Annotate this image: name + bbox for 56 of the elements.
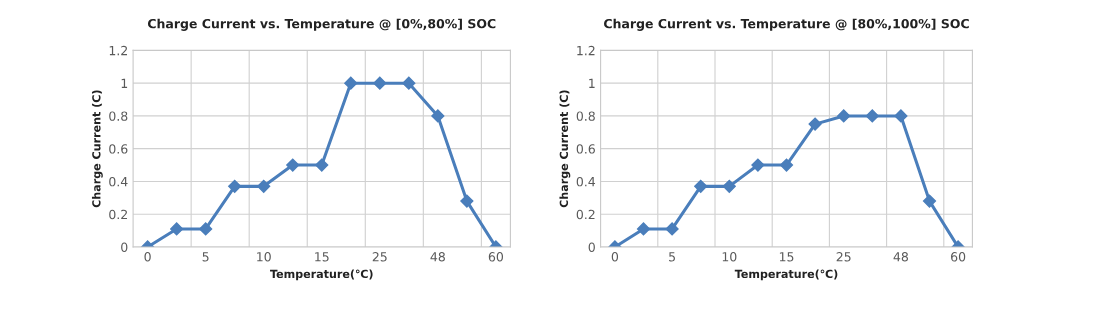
y-tick-label: 1 bbox=[121, 78, 128, 88]
point bbox=[751, 158, 765, 172]
y-tick-label: 0.2 bbox=[109, 209, 127, 220]
chart-title: Charge Current vs. Temperature @ [0%,80%] SOC bbox=[147, 18, 496, 31]
point bbox=[894, 109, 908, 123]
point bbox=[922, 194, 937, 208]
x-tick-label: 10 bbox=[722, 252, 737, 262]
x-tick-label: 25 bbox=[372, 252, 387, 262]
point bbox=[170, 222, 184, 236]
point bbox=[199, 222, 213, 236]
point bbox=[722, 179, 736, 193]
point bbox=[808, 117, 822, 131]
y-tick-label: 0 bbox=[588, 242, 595, 252]
point bbox=[344, 76, 358, 90]
x-tick-label: 10 bbox=[257, 252, 271, 262]
y-axis-title: Charge Current (C) bbox=[559, 90, 571, 208]
point bbox=[460, 194, 474, 208]
x-tick-label: 15 bbox=[315, 252, 329, 262]
point bbox=[837, 109, 851, 123]
point bbox=[694, 179, 708, 193]
x-tick-label: 0 bbox=[144, 252, 151, 262]
point bbox=[865, 109, 879, 123]
chart-title: Charge Current vs. Temperature @ [80%,100%] SOC bbox=[604, 18, 969, 31]
point bbox=[779, 158, 794, 172]
point bbox=[228, 179, 242, 193]
y-axis-title: Charge Current (C) bbox=[91, 90, 103, 208]
y-tick-label: 0.8 bbox=[576, 111, 595, 121]
y-tick-label: 0.6 bbox=[109, 144, 128, 154]
y-tick-label: 1 bbox=[589, 78, 595, 88]
point bbox=[636, 222, 651, 236]
y-tick-label: 1.2 bbox=[109, 45, 127, 56]
y-tick-label: 1.2 bbox=[577, 45, 595, 56]
point bbox=[286, 158, 300, 172]
x-tick-label: 25 bbox=[836, 252, 851, 262]
y-tick-label: 0.2 bbox=[576, 209, 595, 220]
point bbox=[315, 158, 329, 172]
x-tick-label: 48 bbox=[893, 252, 908, 262]
point bbox=[373, 76, 387, 90]
x-tick-label: 48 bbox=[430, 252, 445, 262]
y-tick-label: 0.8 bbox=[109, 111, 128, 121]
point bbox=[665, 222, 679, 236]
y-tick-label: 0.4 bbox=[576, 176, 596, 187]
x-tick-label: 5 bbox=[669, 252, 675, 262]
x-tick-label: 5 bbox=[202, 252, 209, 262]
y-tick-label: 0.6 bbox=[576, 144, 595, 154]
x-axis-title: Temperature(℃) bbox=[270, 269, 373, 281]
point bbox=[431, 109, 445, 123]
point bbox=[257, 179, 271, 193]
x-tick-label: 60 bbox=[951, 252, 966, 262]
point bbox=[402, 76, 416, 90]
x-tick-label: 15 bbox=[779, 252, 794, 262]
y-tick-label: 0.4 bbox=[109, 176, 128, 187]
x-tick-label: 0 bbox=[611, 252, 619, 262]
y-tick-label: 0 bbox=[121, 242, 128, 252]
x-tick-label: 60 bbox=[488, 252, 504, 262]
x-axis-title: Temperature(℃) bbox=[734, 269, 838, 281]
